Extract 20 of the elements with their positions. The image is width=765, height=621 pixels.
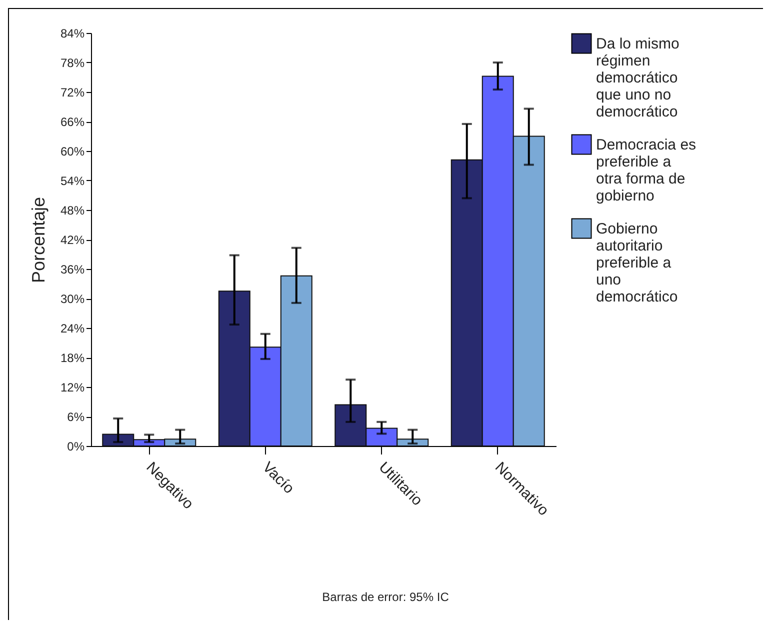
y-tick-label: 30% <box>60 292 85 306</box>
y-tick-label: 12% <box>60 380 85 394</box>
y-tick-label: 0% <box>67 440 85 454</box>
legend-label: Gobierno autoritario preferible a uno democrático <box>596 220 678 306</box>
y-tick-label: 60% <box>60 144 85 158</box>
y-axis-title: Porcentaje <box>28 196 48 284</box>
legend-label: Democracia es preferible a otra forma de gobierno <box>596 136 696 204</box>
y-tick-label: 6% <box>67 410 85 424</box>
legend-label: Da lo mismo régimen democrático que uno no democrático <box>596 36 680 120</box>
y-tick-label: 84% <box>60 26 85 40</box>
y-tick-label: 48% <box>60 204 85 218</box>
y-tick-label: 42% <box>60 233 85 247</box>
y-tick-label: 78% <box>60 56 85 70</box>
y-tick-label: 18% <box>60 351 85 365</box>
y-tick-label: 36% <box>60 262 85 276</box>
y-tick-label: 66% <box>60 115 85 129</box>
y-tick-label: 24% <box>60 322 85 336</box>
text: Barras de error: 95% IC <box>321 590 450 604</box>
y-tick-label: 54% <box>60 174 85 188</box>
y-tick-label: 72% <box>60 86 85 100</box>
